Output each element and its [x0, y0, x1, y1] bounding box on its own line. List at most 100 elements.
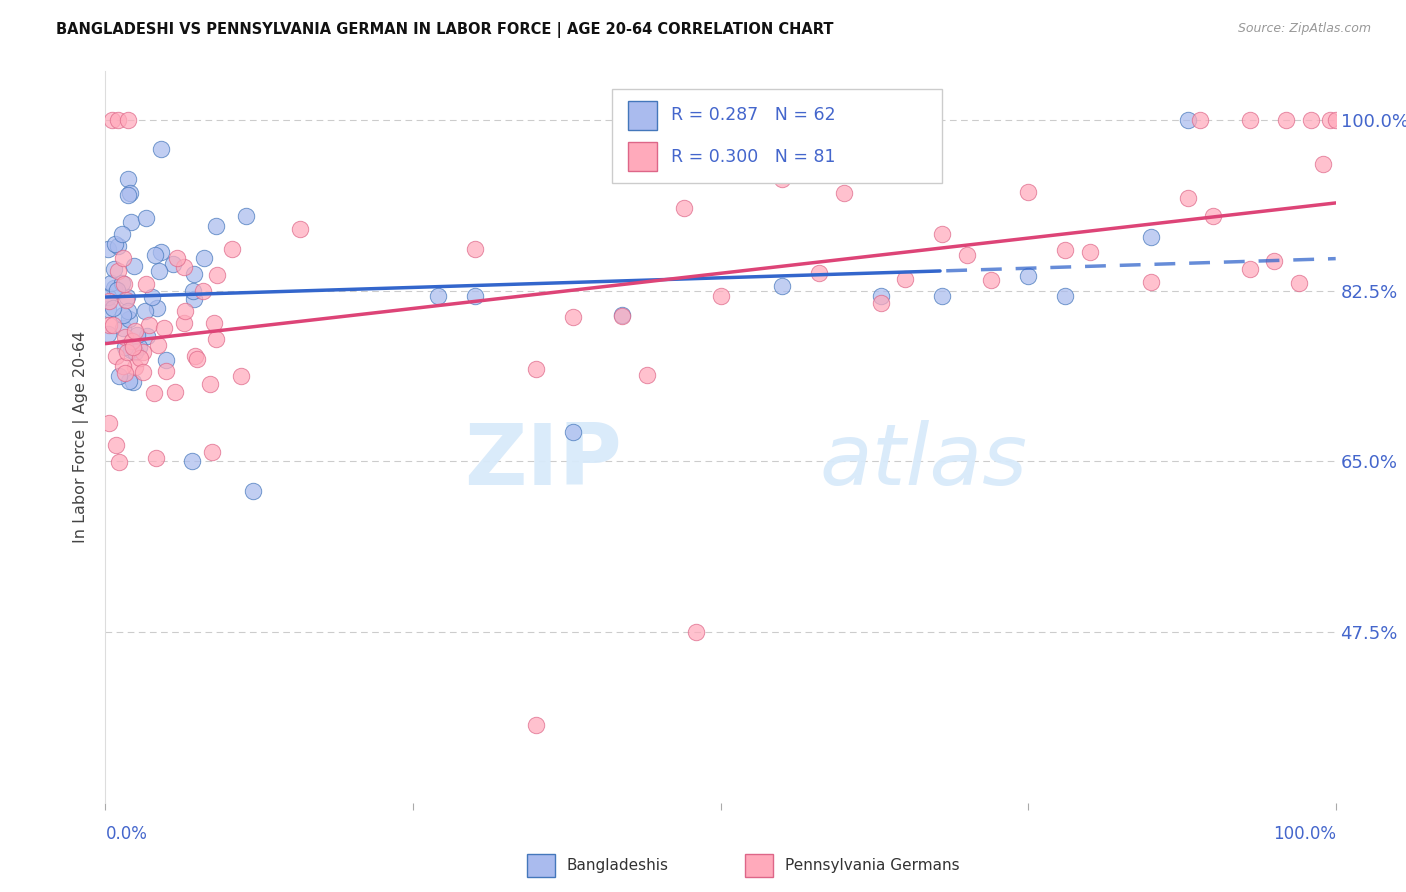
Point [155, 364, 177, 378]
Point [111, 276, 134, 290]
Text: R = 0.287   N = 62: R = 0.287 N = 62 [671, 106, 835, 124]
Point [132, 365, 155, 379]
Point [1140, 275, 1163, 289]
Point [1078, 244, 1101, 259]
Point [107, 239, 129, 253]
Point [98, 293, 121, 308]
Point [110, 227, 132, 241]
Point [980, 273, 1002, 287]
Point [612, 310, 634, 324]
Point [124, 359, 146, 374]
Point [183, 267, 205, 281]
Point [114, 330, 136, 344]
Point [145, 451, 167, 466]
Text: atlas: atlas [818, 420, 1026, 503]
Point [103, 281, 125, 295]
Point [1017, 269, 1039, 284]
Point [120, 186, 142, 200]
Point [173, 304, 195, 318]
Text: Source: ZipAtlas.com: Source: ZipAtlas.com [1237, 22, 1371, 36]
Point [105, 283, 128, 297]
Point [191, 284, 214, 298]
Point [141, 290, 163, 304]
Point [1288, 276, 1310, 290]
Point [562, 425, 585, 440]
Point [125, 327, 148, 342]
Point [166, 252, 188, 266]
Point [1301, 113, 1323, 128]
Point [1189, 113, 1212, 128]
Point [162, 257, 184, 271]
Point [103, 261, 125, 276]
Point [1054, 244, 1077, 258]
Point [770, 171, 793, 186]
Point [1275, 113, 1298, 128]
Point [108, 369, 131, 384]
Point [111, 251, 134, 265]
Point [155, 353, 177, 368]
Point [134, 303, 156, 318]
Point [136, 328, 159, 343]
Point [103, 318, 125, 333]
Point [143, 248, 166, 262]
Point [124, 324, 146, 338]
Point [135, 211, 157, 226]
Point [114, 366, 136, 380]
Point [163, 385, 186, 400]
Point [148, 337, 170, 351]
Point [117, 345, 139, 359]
Point [181, 284, 204, 298]
Point [117, 172, 139, 186]
Point [97, 243, 120, 257]
Text: ZIP: ZIP [464, 420, 623, 503]
Point [120, 343, 142, 358]
Point [562, 310, 585, 324]
Point [200, 377, 222, 392]
Point [120, 215, 142, 229]
Point [931, 227, 953, 241]
Text: Pennsylvania Germans: Pennsylvania Germans [785, 858, 959, 872]
Point [290, 222, 312, 236]
Point [108, 455, 131, 469]
Point [869, 295, 891, 310]
Point [229, 369, 252, 384]
Point [193, 251, 215, 265]
Point [1324, 113, 1347, 128]
Point [204, 332, 226, 346]
Point [242, 483, 264, 498]
Point [183, 292, 205, 306]
Point [121, 375, 143, 389]
Point [1263, 254, 1285, 268]
Point [894, 272, 917, 286]
Point [145, 301, 167, 315]
Point [105, 349, 128, 363]
Point [117, 304, 139, 318]
Point [101, 301, 124, 315]
Text: 100.0%: 100.0% [1272, 825, 1336, 843]
Point [524, 718, 547, 732]
Point [235, 209, 257, 223]
Point [173, 316, 195, 330]
Point [98, 318, 121, 332]
Point [1140, 230, 1163, 244]
Point [111, 321, 134, 335]
Point [115, 293, 138, 308]
Point [710, 289, 733, 303]
Text: Bangladeshis: Bangladeshis [567, 858, 669, 872]
Point [115, 290, 138, 304]
Point [138, 318, 160, 333]
Point [672, 201, 695, 215]
Point [97, 326, 120, 341]
Point [122, 259, 145, 273]
Point [142, 385, 165, 400]
Point [118, 311, 141, 326]
Point [524, 361, 547, 376]
Point [612, 308, 634, 322]
Point [770, 279, 793, 293]
Point [1017, 186, 1039, 200]
Point [464, 288, 486, 302]
Point [100, 276, 122, 290]
Point [180, 454, 202, 468]
Point [1177, 191, 1199, 205]
Point [1054, 288, 1077, 302]
